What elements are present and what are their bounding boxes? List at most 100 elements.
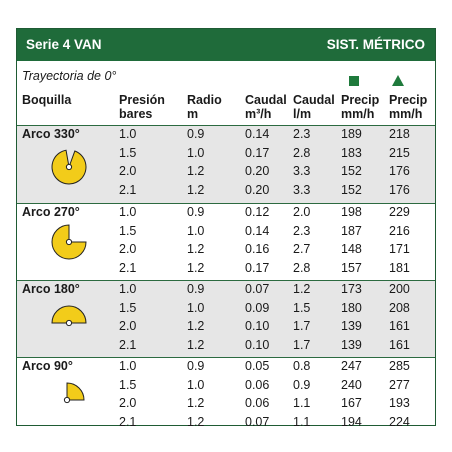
arc-label: Arco 270° xyxy=(22,205,80,219)
group-band xyxy=(17,126,435,203)
table-cell-precip_tri: 181 xyxy=(389,260,410,275)
table-cell-presion: 1.5 xyxy=(119,145,137,160)
table-cell-radio: 1.0 xyxy=(187,223,205,238)
table-cell-precip_tri: 161 xyxy=(389,337,410,352)
table-cell-presion: 1.5 xyxy=(119,300,137,315)
table-cell-radio: 1.0 xyxy=(187,377,205,392)
table-cell-precip_sq: 152 xyxy=(341,182,362,197)
col-header-precip-triangle: Precip mm/h xyxy=(389,93,428,121)
table-cell-precip_tri: 216 xyxy=(389,223,410,238)
table-cell-precip_sq: 157 xyxy=(341,260,362,275)
table-cell-radio: 1.2 xyxy=(187,337,205,352)
table-cell-precip_tri: 193 xyxy=(389,396,410,410)
table-cell-precip_tri: 218 xyxy=(389,127,410,141)
table-cell-precip_tri: 224 xyxy=(389,414,410,429)
table-cell-caudal_lm: 2.3 xyxy=(293,223,311,238)
nozzle-arc-270-icon xyxy=(51,224,87,260)
table-cell-presion: 1.0 xyxy=(119,359,137,373)
table-cell-caudal_m3h: 0.20 xyxy=(245,182,270,197)
table-cell-precip_sq: 247 xyxy=(341,359,362,373)
group-separator xyxy=(17,125,435,126)
table-cell-presion: 2.0 xyxy=(119,319,137,333)
table-cell-caudal_lm: 1.2 xyxy=(293,282,311,296)
table-cell-caudal_lm: 1.1 xyxy=(293,396,311,410)
table-cell-caudal_lm: 2.8 xyxy=(293,145,311,160)
table-cell-caudal_m3h: 0.09 xyxy=(245,300,270,315)
table-cell-caudal_m3h: 0.07 xyxy=(245,282,270,296)
table-cell-precip_sq: 187 xyxy=(341,223,362,238)
table-cell-precip_sq: 183 xyxy=(341,145,362,160)
table-cell-caudal_m3h: 0.14 xyxy=(245,223,270,238)
nozzle-arc-330-icon xyxy=(51,149,87,185)
trajectory-label: Trayectoria de 0° xyxy=(22,69,117,83)
table-cell-precip_sq: 189 xyxy=(341,127,362,141)
table-cell-caudal_m3h: 0.16 xyxy=(245,242,270,256)
group-band xyxy=(17,281,435,357)
table-cell-presion: 1.0 xyxy=(119,127,137,141)
col-header-caudal-lm: Caudal l/m xyxy=(293,93,335,121)
table-cell-caudal_lm: 2.8 xyxy=(293,260,311,275)
table-cell-caudal_m3h: 0.14 xyxy=(245,127,270,141)
table-cell-precip_tri: 171 xyxy=(389,242,410,256)
table-cell-precip_tri: 176 xyxy=(389,182,410,197)
table-cell-presion: 2.1 xyxy=(119,182,137,197)
table-cell-caudal_m3h: 0.07 xyxy=(245,414,270,429)
table-cell-caudal_m3h: 0.06 xyxy=(245,377,270,392)
table-cell-presion: 2.1 xyxy=(119,337,137,352)
col-header-boquilla: Boquilla xyxy=(22,93,72,107)
table-cell-radio: 1.2 xyxy=(187,319,205,333)
table-cell-presion: 1.0 xyxy=(119,205,137,219)
table-cell-caudal_m3h: 0.12 xyxy=(245,205,270,219)
group-separator xyxy=(17,357,435,358)
table-cell-precip_tri: 208 xyxy=(389,300,410,315)
table-cell-precip_sq: 152 xyxy=(341,164,362,178)
table-cell-presion: 1.5 xyxy=(119,377,137,392)
table-cell-presion: 1.0 xyxy=(119,282,137,296)
table-cell-precip_sq: 139 xyxy=(341,337,362,352)
table-cell-caudal_lm: 1.1 xyxy=(293,414,311,429)
table-cell-caudal_lm: 3.3 xyxy=(293,182,311,197)
table-cell-caudal_lm: 1.7 xyxy=(293,337,311,352)
table-cell-radio: 1.2 xyxy=(187,182,205,197)
arc-label: Arco 330° xyxy=(22,127,80,141)
table-cell-caudal_lm: 0.9 xyxy=(293,377,311,392)
arc-label: Arco 90° xyxy=(22,359,73,373)
table-cell-radio: 0.9 xyxy=(187,127,205,141)
table-cell-caudal_lm: 3.3 xyxy=(293,164,311,178)
table-cell-radio: 0.9 xyxy=(187,205,205,219)
table-cell-caudal_lm: 2.0 xyxy=(293,205,311,219)
series-title: Serie 4 VAN xyxy=(26,37,102,52)
table-cell-radio: 1.0 xyxy=(187,145,205,160)
nozzle-arc-180-icon xyxy=(51,305,87,327)
table-cell-radio: 1.0 xyxy=(187,300,205,315)
nozzle-arc-90-icon xyxy=(63,382,85,404)
arc-label: Arco 180° xyxy=(22,282,80,296)
table-cell-caudal_lm: 1.7 xyxy=(293,319,311,333)
unit-system-label: SIST. MÉTRICO xyxy=(326,37,425,52)
table-cell-radio: 1.2 xyxy=(187,164,205,178)
table-cell-caudal_lm: 1.5 xyxy=(293,300,311,315)
col-header-caudal-m3h: Caudal m³/h xyxy=(245,93,287,121)
table-cell-radio: 0.9 xyxy=(187,282,205,296)
table-cell-radio: 1.2 xyxy=(187,396,205,410)
table-cell-caudal_lm: 2.7 xyxy=(293,242,311,256)
table-cell-precip_sq: 240 xyxy=(341,377,362,392)
triangle-icon xyxy=(392,75,404,86)
table-cell-presion: 1.5 xyxy=(119,223,137,238)
table-cell-caudal_m3h: 0.17 xyxy=(245,145,270,160)
table-cell-radio: 0.9 xyxy=(187,359,205,373)
table-cell-presion: 2.1 xyxy=(119,260,137,275)
table-cell-precip_tri: 161 xyxy=(389,319,410,333)
table-cell-precip_sq: 180 xyxy=(341,300,362,315)
table-cell-radio: 1.2 xyxy=(187,260,205,275)
group-separator xyxy=(17,203,435,204)
table-cell-precip_tri: 229 xyxy=(389,205,410,219)
table-cell-precip_tri: 200 xyxy=(389,282,410,296)
table-cell-precip_tri: 176 xyxy=(389,164,410,178)
table-cell-presion: 2.1 xyxy=(119,414,137,429)
table-cell-radio: 1.2 xyxy=(187,414,205,429)
table-cell-precip_sq: 148 xyxy=(341,242,362,256)
col-header-precip-square: Precip mm/h xyxy=(341,93,380,121)
group-separator xyxy=(17,280,435,281)
table-cell-precip_sq: 139 xyxy=(341,319,362,333)
